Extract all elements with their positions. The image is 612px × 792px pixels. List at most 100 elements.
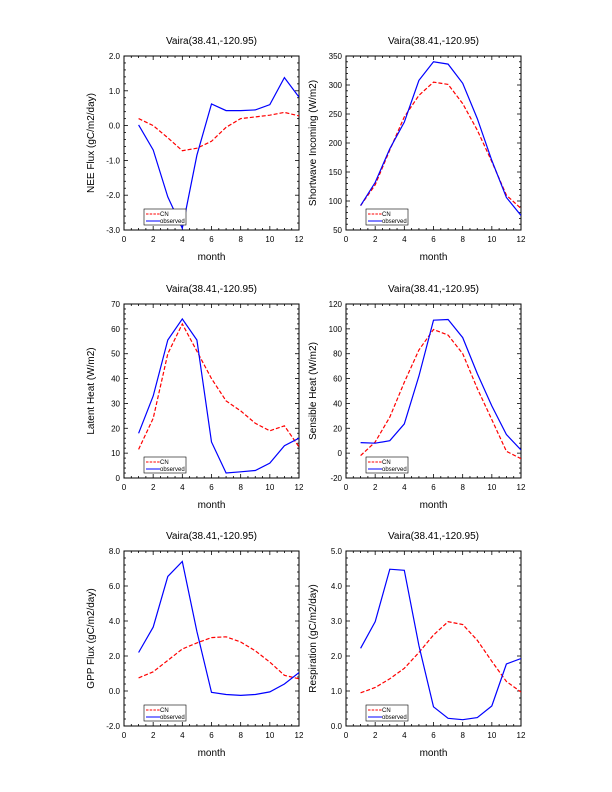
y-tick-label: -3.0 [106, 226, 120, 235]
chart-title: Vaira(38.41,-120.95) [388, 531, 479, 542]
y-axis-label: NEE Flux (gC/m2/day) [86, 93, 97, 193]
x-tick-label: 8 [238, 483, 243, 492]
y-tick-label: 20 [111, 424, 120, 433]
series-line-observed [138, 317, 299, 474]
chart-panel-6: Vaira(38.41,-120.95) 0 2 4 6 8 10 12 0.0 1.0 2.0 3.… [308, 531, 526, 759]
chart-panel-3: Vaira(38.41,-120.95) 0 2 4 6 8 10 12 0 10 20 30 40 50… [86, 284, 304, 511]
plot-frame [345, 550, 522, 727]
x-tick-label: 12 [517, 483, 526, 492]
y-tick-label: 30 [111, 399, 120, 408]
x-tick-label: 6 [431, 731, 436, 740]
x-tick-label: 10 [487, 483, 496, 492]
x-axis-label: month [420, 500, 448, 511]
x-tick-label: 12 [517, 731, 526, 740]
y-tick-label: 70 [111, 300, 120, 309]
y-tick-label: 2.0 [331, 652, 343, 661]
y-tick-label: -1.0 [106, 156, 120, 165]
legend-label-cn: CN [382, 212, 391, 218]
x-axis-label: month [420, 748, 448, 759]
y-tick-label: -2.0 [106, 191, 120, 200]
x-tick-label: 10 [265, 235, 274, 244]
x-tick-label: 4 [180, 483, 185, 492]
series-line-cn [360, 328, 521, 460]
y-axis-label: Respiration (gC/m2/day) [308, 584, 319, 692]
x-axis-label: month [198, 500, 226, 511]
chart-title: Vaira(38.41,-120.95) [388, 36, 479, 47]
x-tick-label: 6 [209, 483, 214, 492]
chart-panel-4: Vaira(38.41,-120.95)0 2 4 6 8 10 12-2002040608… [308, 284, 526, 511]
chart-title: Vaira(38.41,-120.95) [166, 531, 257, 542]
x-tick-label: 10 [265, 483, 274, 492]
y-tick-label: -20 [330, 474, 342, 483]
y-tick-label: 0 [116, 474, 121, 483]
y-tick-label: 0.0 [331, 722, 343, 731]
x-tick-label: 10 [487, 235, 496, 244]
y-tick-label: 350 [329, 52, 343, 61]
x-tick-label: 2 [151, 235, 156, 244]
plot-frame [123, 303, 300, 479]
y-tick-label: 6.0 [109, 582, 121, 591]
x-tick-label: 6 [431, 235, 436, 244]
x-tick-label: 0 [344, 731, 349, 740]
y-tick-label: 60 [111, 325, 120, 334]
y-tick-label: 200 [329, 139, 343, 148]
y-tick-label: 100 [329, 325, 343, 334]
chart-panel-5: Vaira(38.41,-120.95) 0 2 4 6 8 10 12 -2.0 0.0 2.0 4… [86, 531, 304, 759]
y-axis-label: Sensible Heat (W/m2) [308, 342, 319, 440]
y-tick-label: 2.0 [109, 52, 121, 61]
x-tick-label: 8 [238, 235, 243, 244]
y-tick-label: 10 [111, 449, 120, 458]
chart-panel-2: Vaira(38.41,-120.95) 0 2 4 6 8 10 12 50 100 150 200… [308, 36, 526, 263]
y-tick-label: 5.0 [331, 547, 343, 556]
x-axis-label: month [420, 252, 448, 263]
y-tick-label: -2.0 [106, 722, 120, 731]
legend-label-cn: CN [382, 460, 391, 466]
y-tick-label: 120 [329, 300, 343, 309]
legend-label-observed: observed [382, 715, 407, 721]
series-line-observed [360, 318, 521, 451]
x-tick-label: 4 [402, 483, 407, 492]
x-tick-label: 0 [122, 731, 127, 740]
x-tick-label: 10 [265, 731, 274, 740]
x-tick-label: 2 [151, 483, 156, 492]
x-tick-label: 12 [517, 235, 526, 244]
x-tick-label: 2 [373, 483, 378, 492]
legend-label-observed: observed [160, 219, 185, 225]
y-axis-label: Shortwave Incoming (W/m2) [308, 80, 319, 206]
series-line-cn [138, 636, 299, 680]
series-line-observed [138, 76, 299, 230]
x-tick-label: 0 [122, 483, 127, 492]
legend-label-cn: CN [382, 708, 391, 714]
x-tick-label: 8 [460, 483, 465, 492]
chart-title: Vaira(38.41,-120.95) [166, 284, 257, 295]
x-tick-label: 4 [402, 235, 407, 244]
x-axis-label: month [198, 252, 226, 263]
x-tick-label: 0 [122, 235, 127, 244]
series-line-cn [138, 111, 299, 152]
x-tick-label: 8 [238, 731, 243, 740]
y-tick-label: 150 [329, 168, 343, 177]
series-line-cn [138, 322, 299, 450]
x-tick-label: 4 [180, 731, 185, 740]
x-tick-label: 0 [344, 483, 349, 492]
y-tick-label: 100 [329, 197, 343, 206]
y-tick-label: 250 [329, 110, 343, 119]
y-tick-label: 3.0 [331, 617, 343, 626]
y-tick-label: 1.0 [109, 87, 121, 96]
x-tick-label: 2 [151, 731, 156, 740]
y-tick-label: 50 [333, 226, 342, 235]
y-tick-label: 80 [333, 350, 342, 359]
y-tick-label: 4.0 [331, 582, 343, 591]
x-tick-label: 2 [373, 731, 378, 740]
y-tick-label: 50 [111, 350, 120, 359]
chart-panel-1: Vaira(38.41,-120.95) 0 2 4 6 8 10 12 -3.0 -2.0 -1.… [86, 36, 304, 263]
legend-label-observed: observed [382, 467, 407, 473]
legend-label-observed: observed [160, 715, 185, 721]
y-tick-label: 8.0 [109, 547, 121, 556]
x-tick-label: 10 [487, 731, 496, 740]
